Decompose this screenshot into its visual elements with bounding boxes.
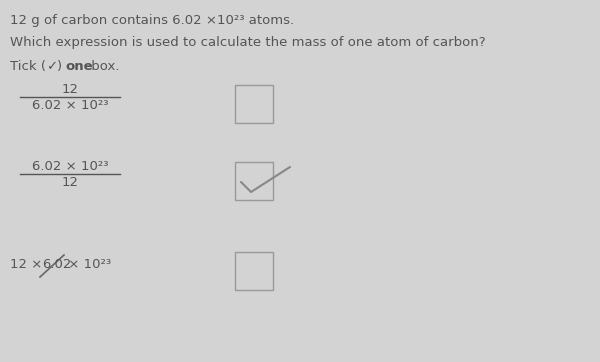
- Text: box.: box.: [87, 60, 119, 73]
- Text: 6.02 × 10²³: 6.02 × 10²³: [32, 99, 108, 112]
- Text: 12: 12: [62, 83, 79, 96]
- Text: Tick (: Tick (: [10, 60, 46, 73]
- Text: one: one: [65, 60, 92, 73]
- Text: 12 ×: 12 ×: [10, 258, 47, 271]
- Text: 12: 12: [62, 176, 79, 189]
- Bar: [235, 162, 273, 200]
- Text: Which expression is used to calculate the mass of one atom of carbon?: Which expression is used to calculate th…: [10, 36, 485, 49]
- Text: × 10²³: × 10²³: [64, 258, 111, 271]
- Text: 12 g of carbon contains 6.02 ×10²³ atoms.: 12 g of carbon contains 6.02 ×10²³ atoms…: [10, 14, 294, 27]
- Bar: [235, 85, 273, 123]
- Bar: [235, 252, 273, 290]
- Text: 6.02 × 10²³: 6.02 × 10²³: [32, 160, 108, 173]
- Text: ✓: ✓: [46, 60, 57, 73]
- Text: ): ): [57, 60, 67, 73]
- Text: 6.02: 6.02: [42, 258, 71, 271]
